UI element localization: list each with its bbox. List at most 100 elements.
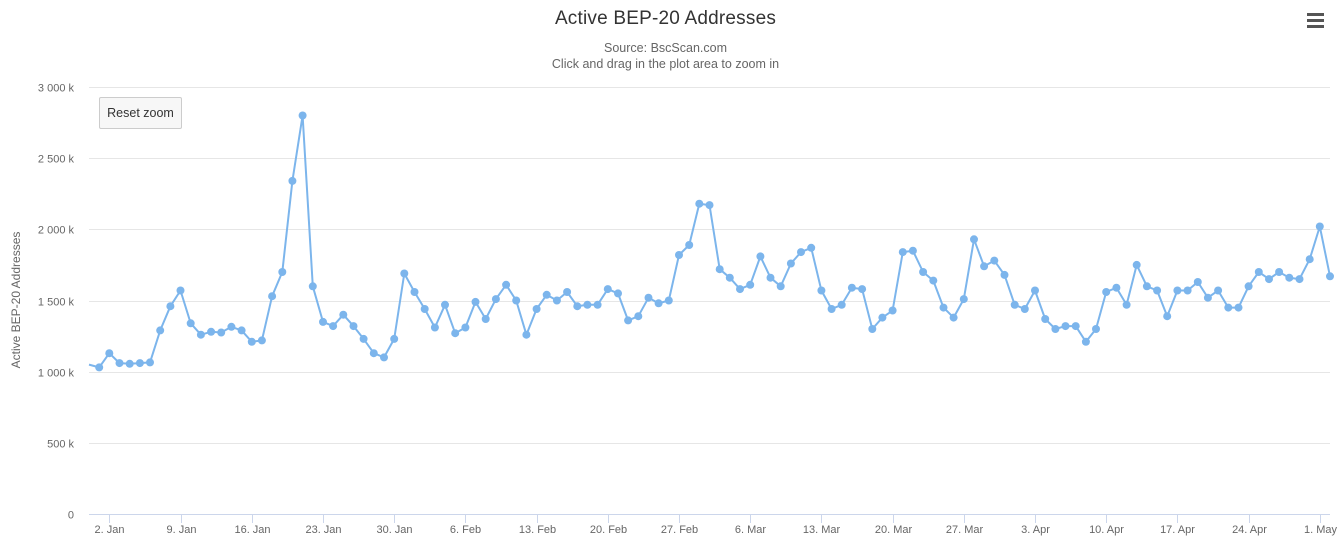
data-point[interactable] (410, 288, 419, 296)
data-point[interactable] (1051, 325, 1060, 333)
data-point[interactable] (430, 323, 439, 332)
data-point[interactable] (105, 349, 114, 358)
data-point[interactable] (1061, 322, 1070, 331)
data-point[interactable] (624, 316, 633, 325)
data-point[interactable] (746, 280, 755, 289)
data-point[interactable] (1203, 293, 1212, 302)
data-point[interactable] (176, 286, 185, 295)
data-point[interactable] (1092, 325, 1100, 333)
data-point[interactable] (786, 259, 795, 268)
data-point[interactable] (908, 246, 917, 255)
data-point[interactable] (1102, 288, 1111, 296)
data-point[interactable] (634, 312, 643, 321)
data-point[interactable] (552, 296, 561, 305)
data-point[interactable] (675, 251, 683, 259)
data-point[interactable] (664, 296, 673, 305)
data-point[interactable] (603, 285, 612, 294)
data-point[interactable] (654, 299, 663, 308)
data-point[interactable] (1153, 286, 1162, 295)
data-point[interactable] (135, 359, 144, 368)
data-point[interactable] (756, 252, 765, 261)
data-point[interactable] (1275, 268, 1284, 276)
data-point[interactable] (1071, 322, 1080, 331)
data-point[interactable] (146, 358, 154, 367)
data-point[interactable] (919, 268, 928, 276)
data-point[interactable] (583, 300, 592, 309)
data-point[interactable] (542, 290, 551, 299)
data-point[interactable] (481, 315, 490, 323)
data-point[interactable] (1112, 283, 1121, 292)
data-point[interactable] (491, 295, 500, 304)
data-point[interactable] (970, 235, 978, 244)
data-point[interactable] (532, 305, 541, 313)
data-point[interactable] (776, 282, 785, 291)
data-point[interactable] (339, 310, 348, 319)
data-point[interactable] (420, 305, 429, 313)
data-point[interactable] (1326, 272, 1334, 281)
data-point[interactable] (125, 359, 134, 368)
hamburger-menu-icon[interactable] (1305, 13, 1327, 33)
data-point[interactable] (1254, 268, 1263, 276)
data-point[interactable] (847, 283, 856, 292)
data-point[interactable] (858, 285, 867, 294)
data-point[interactable] (461, 323, 470, 332)
data-point[interactable] (512, 296, 521, 305)
data-point[interactable] (400, 269, 409, 278)
data-point[interactable] (1000, 270, 1009, 279)
data-point[interactable] (471, 297, 480, 306)
data-point[interactable] (278, 268, 287, 276)
data-point[interactable] (1315, 222, 1324, 231)
data-point[interactable] (949, 313, 958, 322)
data-point[interactable] (156, 326, 165, 335)
data-point[interactable] (1031, 286, 1039, 295)
data-point[interactable] (227, 322, 236, 331)
data-point[interactable] (725, 273, 734, 282)
data-point[interactable] (573, 302, 582, 311)
data-point[interactable] (715, 265, 724, 274)
data-point[interactable] (878, 313, 887, 322)
data-point[interactable] (207, 327, 216, 336)
data-point[interactable] (1285, 273, 1294, 282)
data-point[interactable] (390, 334, 399, 343)
reset-zoom-button[interactable]: Reset zoom (99, 97, 182, 129)
data-point[interactable] (929, 276, 938, 285)
data-point[interactable] (186, 319, 195, 328)
data-point[interactable] (1132, 260, 1141, 269)
data-point[interactable] (797, 248, 805, 257)
data-point[interactable] (736, 285, 744, 294)
data-point[interactable] (1305, 255, 1314, 264)
data-point[interactable] (1142, 282, 1151, 291)
data-point[interactable] (1193, 278, 1202, 286)
data-point[interactable] (247, 337, 256, 346)
data-point[interactable] (308, 282, 317, 291)
data-point[interactable] (288, 176, 297, 185)
data-point[interactable] (563, 288, 572, 296)
data-point[interactable] (980, 262, 989, 271)
data-point[interactable] (166, 302, 175, 311)
data-point[interactable] (257, 336, 266, 345)
data-point[interactable] (1020, 305, 1029, 313)
data-point[interactable] (1295, 275, 1304, 284)
data-point[interactable] (349, 322, 358, 331)
data-point[interactable] (451, 329, 460, 338)
data-point[interactable] (898, 248, 907, 257)
data-point[interactable] (868, 325, 877, 333)
data-point[interactable] (298, 111, 307, 120)
data-point[interactable] (685, 241, 694, 249)
data-point[interactable] (593, 300, 602, 309)
data-point[interactable] (319, 317, 327, 326)
data-point[interactable] (807, 243, 816, 252)
data-point[interactable] (1183, 286, 1192, 295)
data-point[interactable] (329, 322, 338, 331)
data-point[interactable] (1265, 275, 1273, 284)
data-point[interactable] (1244, 282, 1253, 291)
data-point[interactable] (1234, 303, 1243, 312)
data-point[interactable] (1214, 286, 1223, 295)
data-point[interactable] (359, 334, 368, 343)
data-point[interactable] (644, 293, 653, 302)
data-point[interactable] (695, 199, 704, 208)
data-point[interactable] (217, 328, 226, 337)
data-point[interactable] (522, 330, 531, 339)
data-point[interactable] (959, 295, 968, 304)
